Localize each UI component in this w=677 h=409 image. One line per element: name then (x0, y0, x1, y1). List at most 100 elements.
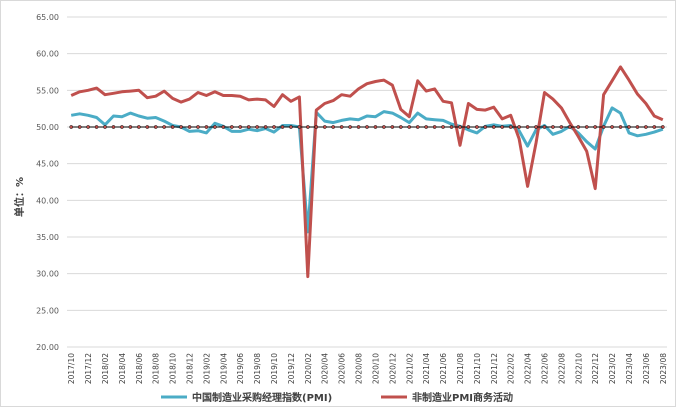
y-tick-label: 60.00 (36, 50, 59, 59)
reference-marker (491, 125, 496, 129)
reference-marker (475, 125, 479, 129)
x-tick-label: 2019/10 (270, 353, 279, 384)
x-tick-label: 2018/10 (169, 353, 178, 384)
reference-marker (627, 125, 631, 129)
reference-marker (449, 125, 454, 129)
series-lines (70, 65, 664, 279)
x-tick-label: 2023/06 (642, 353, 651, 384)
x-tick-label: 2020/02 (304, 353, 313, 384)
reference-marker (356, 125, 361, 129)
reference-marker (339, 125, 344, 129)
reference-marker (660, 125, 665, 129)
reference-marker (525, 125, 530, 129)
legend: 中国制造业采购经理指数(PMI) 非制造业PMI商务活动 (161, 391, 513, 404)
x-tick-label: 2021/04 (422, 353, 431, 384)
x-tick-label: 2022/02 (507, 353, 516, 384)
x-tick-label: 2022/10 (574, 353, 583, 384)
reference-marker (69, 125, 74, 129)
reference-marker (221, 125, 226, 129)
x-tick-label: 2020/08 (355, 353, 364, 384)
x-tick-label: 2022/04 (524, 353, 533, 384)
reference-marker (120, 125, 124, 129)
reference-marker (128, 125, 133, 129)
reference-marker (170, 125, 175, 129)
reference-marker (508, 125, 513, 129)
reference-marker (542, 125, 547, 129)
reference-marker (196, 125, 200, 129)
reference-marker (517, 125, 521, 129)
x-tick-label: 2023/04 (625, 353, 634, 384)
reference-marker (382, 125, 386, 129)
series-line-nonmfg (70, 65, 664, 279)
reference-marker (314, 125, 319, 129)
x-tick-label: 2019/06 (236, 353, 245, 384)
x-tick-label: 2018/02 (101, 353, 110, 384)
x-tick-label: 2022/12 (591, 353, 600, 384)
y-tick-label: 45.00 (36, 160, 59, 169)
reference-marker (601, 125, 606, 129)
reference-marker (618, 125, 623, 129)
reference-marker (255, 125, 259, 129)
x-tick-label: 2020/04 (321, 353, 330, 384)
reference-marker (162, 125, 167, 129)
reference-marker (272, 125, 276, 129)
reference-marker (373, 125, 378, 129)
reference-marker (635, 125, 640, 129)
y-tick-label: 35.00 (36, 233, 59, 242)
x-tick-label: 2020/12 (388, 353, 397, 384)
y-axis-label: 单位：% (13, 177, 26, 217)
x-tick-label: 2020/10 (371, 353, 380, 384)
x-tick-label: 2022/06 (540, 353, 549, 384)
y-tick-label: 25.00 (36, 306, 59, 315)
reference-marker (644, 125, 648, 129)
reference-marker (94, 125, 99, 129)
reference-marker (432, 125, 437, 129)
y-tick-label: 20.00 (36, 343, 59, 352)
reference-marker (246, 125, 251, 129)
reference-marker (424, 125, 429, 129)
x-tick-label: 2019/12 (287, 353, 296, 384)
legend-label-pmi: 中国制造业采购经理指数(PMI) (192, 391, 332, 404)
reference-marker (204, 125, 209, 129)
x-tick-label: 2018/12 (186, 353, 195, 384)
reference-marker (483, 125, 488, 129)
legend-label-nonmfg: 非制造业PMI商务活动 (412, 391, 513, 404)
reference-marker (86, 125, 90, 129)
y-tick-label: 50.00 (36, 123, 59, 132)
reference-marker (348, 125, 352, 129)
y-tick-label: 55.00 (36, 86, 59, 95)
reference-marker (390, 125, 395, 129)
y-tick-label: 65.00 (36, 13, 59, 22)
y-axis-ticks: 20.00 25.00 30.00 35.00 40.00 45.00 50.00 55.00… (36, 13, 59, 352)
x-tick-label: 2021/12 (490, 353, 499, 384)
reference-marker (280, 125, 285, 129)
reference-marker (187, 125, 192, 129)
reference-marker (263, 125, 268, 129)
reference-marker (559, 125, 564, 129)
reference-marker (458, 125, 462, 129)
reference-marker (136, 125, 141, 129)
reference-marker (145, 125, 150, 129)
gridlines (67, 16, 667, 348)
x-tick-label: 2019/08 (253, 353, 262, 384)
reference-marker (576, 125, 581, 129)
reference-marker (229, 125, 234, 129)
x-tick-label: 2017/12 (84, 353, 93, 384)
x-axis-ticks: 2017/10 2017/12 2018/02 2018/04 2018/06 2018/… (67, 353, 668, 384)
x-tick-label: 2022/08 (557, 353, 566, 384)
reference-line (69, 125, 665, 129)
reference-marker (551, 125, 555, 129)
reference-marker (111, 125, 116, 129)
x-tick-label: 2021/10 (473, 353, 482, 384)
reference-marker (331, 125, 336, 129)
reference-marker (441, 125, 445, 129)
reference-marker (305, 125, 310, 129)
reference-marker (567, 125, 572, 129)
x-tick-label: 2018/06 (135, 353, 144, 384)
x-tick-label: 2021/02 (405, 353, 414, 384)
reference-marker (179, 125, 183, 129)
reference-marker (238, 125, 243, 129)
y-tick-label: 30.00 (36, 270, 59, 279)
